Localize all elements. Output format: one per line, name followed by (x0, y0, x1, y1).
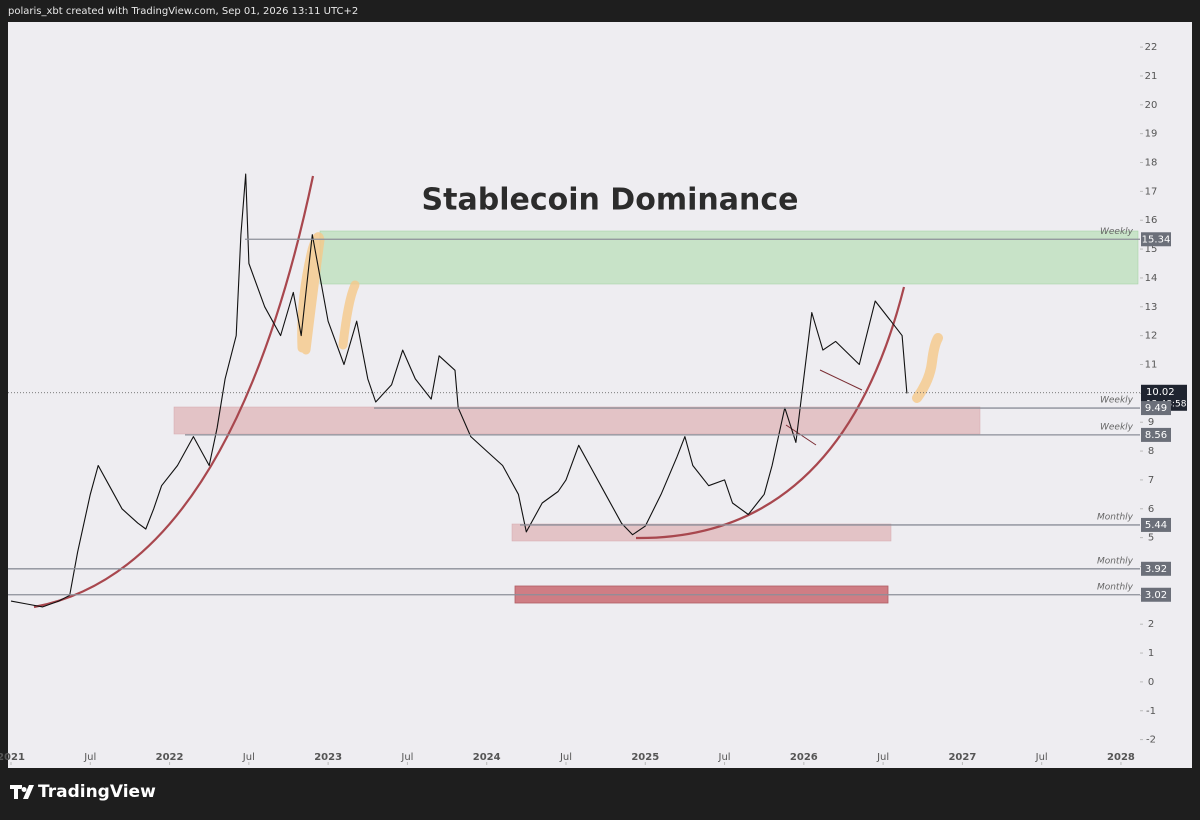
x-tick-label: 2021 (0, 752, 25, 763)
x-tick-label: Jul (1035, 752, 1048, 763)
y-tick-label: 6 (1148, 504, 1154, 515)
level-timeframe: Monthly (1097, 556, 1134, 566)
x-tick-label: 2023 (314, 752, 342, 763)
highlight (297, 232, 325, 355)
level-badge (1141, 427, 1171, 442)
y-tick-label: 18 (1145, 158, 1158, 169)
y-tick-label: 22 (1145, 42, 1158, 53)
y-tick-label: 17 (1145, 186, 1158, 197)
level-value: 3.92 (1145, 564, 1167, 575)
y-tick-label: 1 (1148, 648, 1154, 659)
x-tick-label: 2026 (790, 752, 818, 763)
level-badge (1141, 232, 1171, 247)
y-tick-label: 21 (1145, 71, 1158, 82)
y-tick-label: 20 (1145, 100, 1158, 111)
y-tick-label: 7 (1148, 475, 1154, 486)
y-tick-label: 0 (1148, 677, 1154, 688)
x-tick-label: Jul (876, 752, 889, 763)
x-tick-label: 2024 (473, 752, 501, 763)
x-tick-label: Jul (718, 752, 731, 763)
chart-title: Stablecoin Dominance (422, 183, 799, 218)
level-value: 8.56 (1145, 430, 1167, 441)
parabolic-curve (635, 286, 906, 540)
level-value: 9.49 (1145, 403, 1167, 414)
y-tick-label: 8 (1148, 446, 1154, 457)
logo (10, 785, 34, 799)
level-timeframe: Monthly (1097, 582, 1134, 592)
brand: TradingView (38, 782, 156, 802)
level-timeframe: Monthly (1097, 512, 1134, 522)
x-tick-label: Jul (242, 752, 255, 763)
y-tick-label: 2 (1148, 619, 1154, 630)
level-badge (1141, 401, 1171, 416)
level-badge (1141, 587, 1171, 602)
x-tick-label: Jul (83, 752, 96, 763)
x-tick-label: 2027 (948, 752, 976, 763)
header-text: polaris_xbt created with TradingView.com… (8, 6, 358, 17)
level-value: 15.34 (1142, 234, 1171, 245)
demand-zone (173, 406, 981, 435)
y-tick-label: 13 (1145, 302, 1158, 313)
highlight (338, 280, 360, 350)
y-tick-label: 11 (1145, 360, 1158, 371)
level-value: 5.44 (1145, 520, 1167, 531)
y-tick-label: 15 (1145, 244, 1158, 255)
level-timeframe: Weekly (1100, 227, 1134, 237)
trend-line (819, 369, 863, 391)
highlight (912, 333, 943, 403)
y-tick-label: 9 (1148, 417, 1154, 428)
y-tick-label: 5 (1148, 533, 1154, 544)
y-tick-label: 14 (1145, 273, 1158, 284)
price-line (10, 173, 908, 608)
parabolic-curve (33, 175, 315, 609)
level-badge (1141, 561, 1171, 576)
y-tick-label: 19 (1145, 129, 1158, 140)
price-layer (10, 173, 908, 608)
x-tick-label: Jul (400, 752, 413, 763)
plot-background (8, 22, 1192, 768)
x-tick-label: 2028 (1107, 752, 1135, 763)
x-tick-label: Jul (559, 752, 572, 763)
level-timeframe: Weekly (1100, 422, 1134, 432)
level-timeframe: Weekly (1100, 396, 1134, 406)
y-tick-label: -1 (1146, 706, 1156, 717)
last-price-label: 10.02 (1146, 387, 1175, 398)
y-tick-label: -2 (1146, 735, 1156, 746)
demand-zone (511, 523, 892, 542)
level-badge (1141, 517, 1171, 532)
y-tick-label: 16 (1145, 215, 1158, 226)
y-tick-label: 12 (1145, 331, 1158, 342)
x-tick-label: 2022 (156, 752, 184, 763)
x-tick-label: 2025 (631, 752, 659, 763)
drawings (33, 175, 943, 609)
level-value: 3.02 (1145, 590, 1167, 601)
